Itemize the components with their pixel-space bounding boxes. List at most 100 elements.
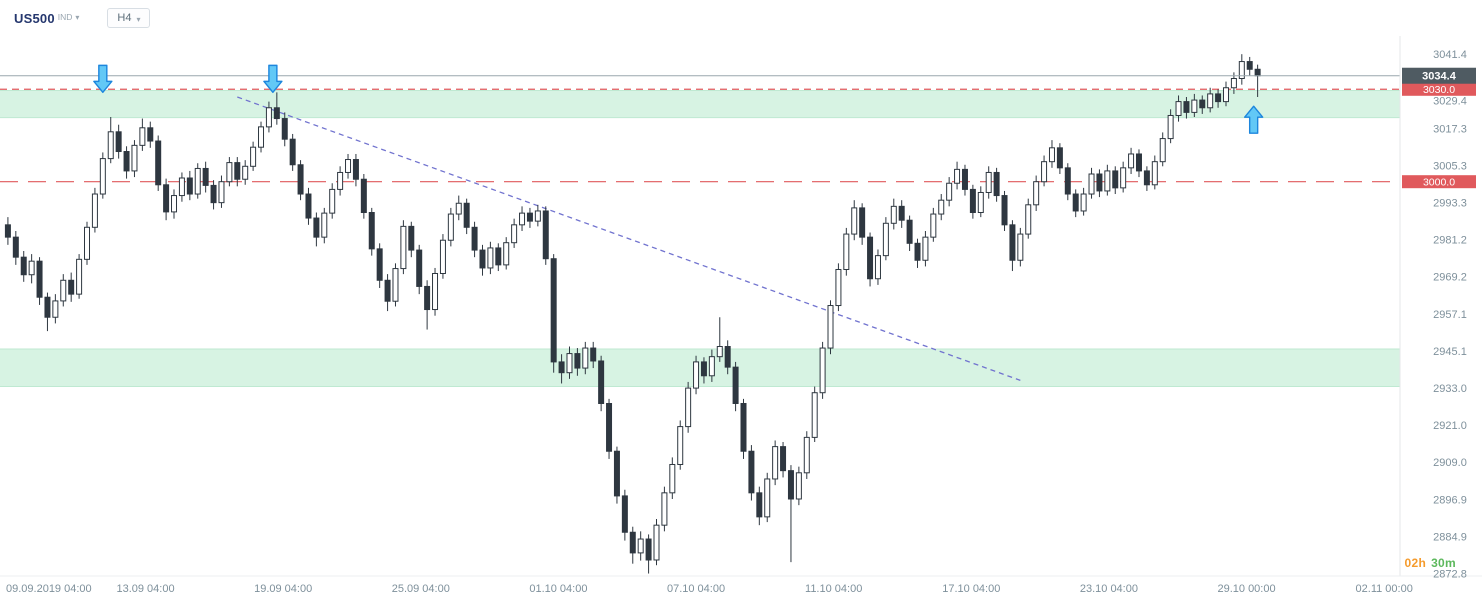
candle-body — [898, 205, 905, 221]
countdown-hours: 02h — [1404, 556, 1427, 570]
down-arrow-annotation[interactable] — [93, 64, 113, 94]
time-axis-label: 11.10 04:00 — [805, 583, 862, 595]
price-axis-tick: 3041.4 — [1433, 49, 1467, 61]
candle-body — [938, 199, 945, 215]
price-axis-tick: 2969.2 — [1433, 272, 1467, 284]
candle-body — [91, 193, 98, 228]
price-axis-tick: 2981.2 — [1433, 235, 1467, 247]
descending-trendline[interactable] — [237, 96, 1021, 382]
down-arrow-annotation[interactable] — [263, 64, 283, 94]
countdown-minutes: 30m — [1431, 556, 1456, 570]
candle-body — [242, 165, 249, 180]
time-axis-label: 17.10 04:00 — [942, 583, 1000, 595]
candle-body — [1025, 204, 1032, 235]
candle-body — [495, 247, 502, 266]
candle-body — [851, 207, 858, 235]
candle-body — [613, 450, 620, 497]
candle-body — [52, 300, 59, 318]
candle-body — [708, 356, 715, 377]
supply-demand-zone[interactable] — [0, 348, 1400, 387]
price-chart-canvas[interactable]: 3041.4 3029.4 3017.3 3005.3 2993.3 2981.2 2969… — [0, 36, 1482, 604]
candle-body — [645, 538, 652, 561]
candle-body — [1072, 193, 1079, 212]
candle-body — [748, 450, 755, 494]
candle-body — [519, 212, 526, 226]
candle-body — [1112, 170, 1119, 189]
candle-body — [961, 168, 968, 190]
candle-body — [123, 151, 130, 172]
candle-body — [859, 207, 866, 238]
candle-body — [1009, 224, 1016, 261]
candle-body — [550, 258, 557, 363]
candle-body — [606, 402, 613, 452]
candle-body — [250, 146, 257, 167]
candle-body — [653, 524, 660, 561]
candle-body — [1128, 153, 1135, 169]
candle-body — [795, 472, 802, 500]
candle-body — [985, 171, 992, 193]
candle-body — [621, 495, 628, 533]
time-axis-label: 23.10 04:00 — [1080, 583, 1138, 595]
candle-body — [258, 126, 265, 148]
candle-body — [882, 222, 889, 257]
candle-body — [360, 178, 367, 214]
candle-body — [99, 158, 106, 195]
candle-body — [1064, 167, 1071, 195]
supply-demand-zone[interactable] — [0, 90, 1400, 118]
timeframe-selector[interactable]: H4 ▾ — [107, 8, 151, 28]
candle-body — [1246, 61, 1253, 70]
candle-body — [202, 167, 209, 186]
candle-body — [819, 347, 826, 394]
candle-body — [732, 366, 739, 404]
candle-body — [969, 188, 976, 214]
candle-body — [598, 360, 605, 404]
candle-body — [1222, 87, 1229, 103]
candle-body — [424, 285, 431, 311]
time-axis-label: 07.10 04:00 — [667, 583, 725, 595]
candle-body — [432, 272, 439, 311]
candle-body — [487, 247, 494, 269]
candle-body — [471, 226, 478, 251]
candle-body — [416, 249, 423, 287]
candle-body — [1143, 170, 1150, 186]
candle-body — [700, 361, 707, 377]
candle-body — [977, 191, 984, 214]
candle-body — [1001, 195, 1008, 226]
candle-body — [1207, 93, 1214, 109]
up-arrow-annotation[interactable] — [1243, 105, 1264, 134]
candle-body — [803, 436, 810, 474]
candle-body — [811, 392, 818, 438]
candle-body — [954, 168, 961, 184]
candle-body — [716, 346, 723, 358]
candle-body — [582, 347, 589, 369]
candle-body — [1215, 93, 1222, 103]
candle-body — [455, 202, 462, 215]
candle-body — [400, 225, 407, 270]
symbol-name: US500 — [14, 10, 55, 26]
level-price-badge-bg — [1402, 82, 1476, 96]
candle-body — [930, 213, 937, 238]
candle-body — [305, 193, 312, 219]
price-axis-tick: 2896.9 — [1433, 494, 1467, 506]
level-price-badge-bg — [1402, 175, 1476, 189]
candle-body — [329, 188, 336, 214]
candle-body — [724, 346, 731, 368]
price-axis-tick: 2945.1 — [1433, 346, 1467, 358]
candle-body — [345, 159, 352, 173]
candle-body — [76, 258, 83, 295]
candle-body — [60, 279, 67, 302]
candle-body — [946, 182, 953, 201]
symbol-selector[interactable]: US500 IND ▾ — [14, 11, 79, 26]
candle-body — [827, 305, 834, 349]
candle-body — [447, 213, 454, 241]
candle-body — [1056, 147, 1063, 169]
candle-body — [321, 212, 328, 238]
candle-body — [906, 219, 913, 244]
candle-body — [1167, 114, 1174, 140]
candle-body — [408, 225, 415, 251]
candle-body — [194, 167, 201, 195]
candle-body — [210, 184, 217, 204]
candle-body — [234, 162, 241, 180]
candle-body — [542, 210, 549, 260]
candle-body — [764, 478, 771, 518]
